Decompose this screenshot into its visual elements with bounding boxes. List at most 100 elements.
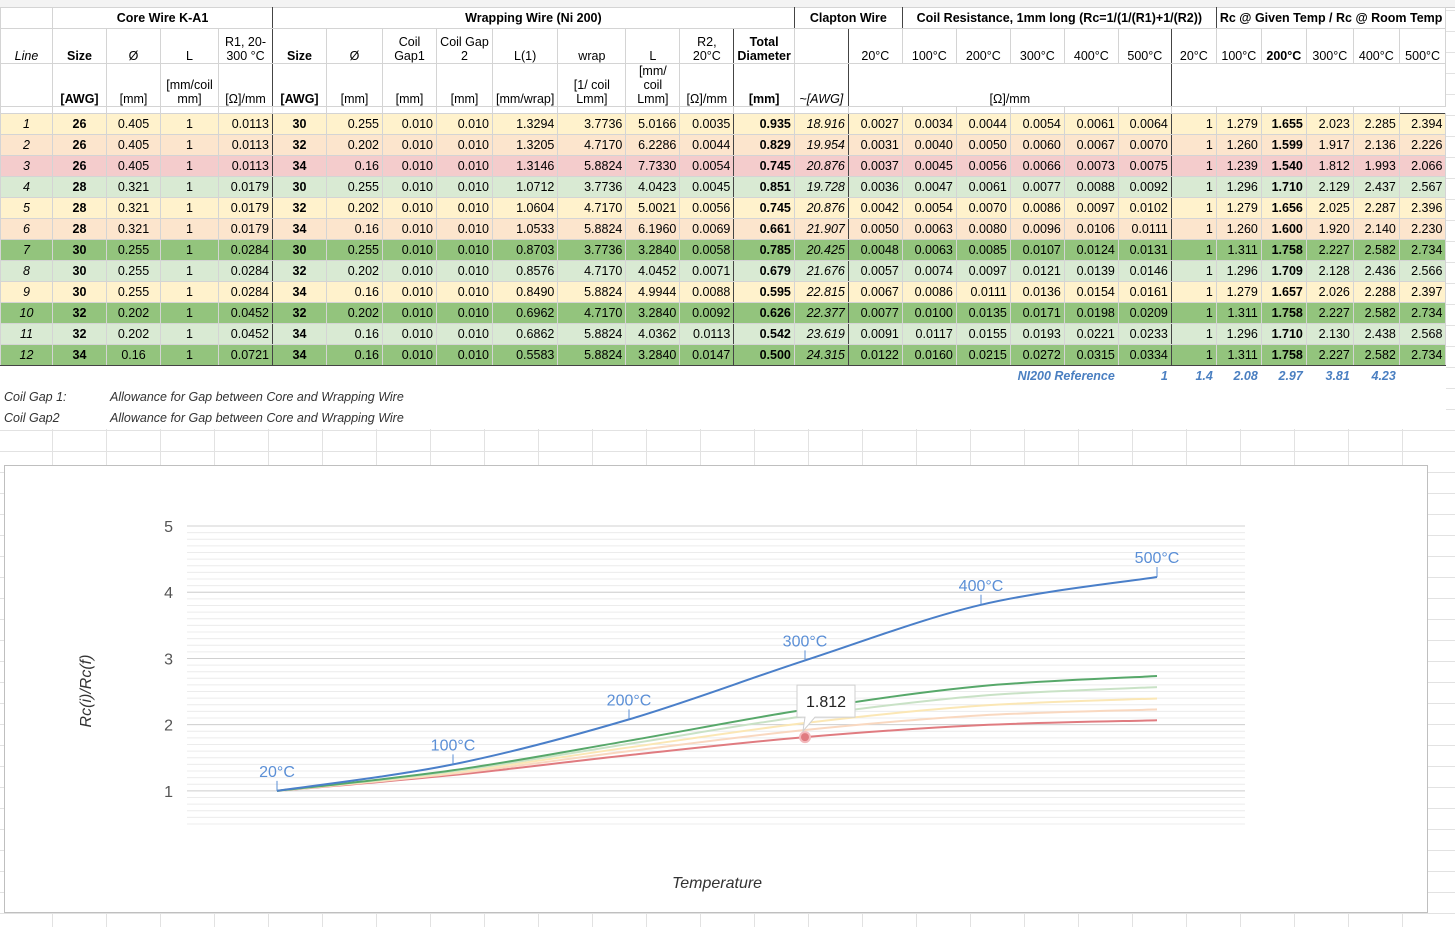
empty-cell[interactable] — [558, 366, 626, 387]
cell-resistance[interactable]: 0.0070 — [1117, 134, 1172, 156]
cell-ratio[interactable]: 2.129 — [1305, 176, 1354, 198]
cell-line[interactable]: 10 — [0, 302, 53, 324]
unit-core-l[interactable]: [mm/coil mm] — [160, 63, 219, 107]
blank-cell[interactable] — [382, 106, 437, 114]
cell-resistance[interactable]: 0.0034 — [901, 113, 957, 135]
reference-value[interactable]: 2.08 — [1233, 369, 1258, 383]
cell-wrap-dia[interactable]: 0.202 — [326, 197, 383, 219]
cell-ratio[interactable]: 1 — [1170, 323, 1217, 345]
cell-l1[interactable]: 1.3205 — [491, 134, 559, 156]
unit-r1[interactable]: [Ω]/mm — [218, 63, 273, 107]
cell-core-l[interactable]: 1 — [160, 239, 219, 261]
cell-wrap-size[interactable]: 30 — [272, 239, 327, 261]
cell-resistance[interactable]: 0.0100 — [901, 302, 957, 324]
cell-wrap[interactable]: 5.8824 — [557, 218, 627, 240]
col-ratio-temp[interactable]: 500°C — [1398, 28, 1447, 64]
cell-gap2[interactable]: 0.010 — [436, 176, 493, 198]
cell-core-dia[interactable]: 0.405 — [106, 113, 161, 135]
col-ratio-temp[interactable]: 300°C — [1305, 28, 1354, 64]
cell-wrap-l[interactable]: 3.2840 — [625, 239, 681, 261]
cell-l1[interactable]: 1.0712 — [491, 176, 559, 198]
cell-resistance[interactable]: 0.0198 — [1063, 302, 1119, 324]
cell-resistance[interactable]: 0.0091 — [847, 323, 903, 345]
cell-resistance[interactable]: 0.0044 — [955, 113, 1011, 135]
empty-cell[interactable] — [956, 408, 1010, 429]
unit-gap1[interactable]: [mm] — [382, 63, 437, 107]
cell-gap2[interactable]: 0.010 — [436, 323, 493, 345]
cell-awg-approx[interactable]: 24.315 — [793, 344, 849, 366]
cell-resistance[interactable]: 0.0054 — [901, 197, 957, 219]
cell-r2[interactable]: 0.0092 — [679, 302, 735, 324]
cell-resistance[interactable]: 0.0111 — [1117, 218, 1172, 240]
cell-wrap[interactable]: 3.7736 — [557, 113, 627, 135]
empty-cell[interactable] — [1353, 408, 1399, 429]
cell-gap1[interactable]: 0.010 — [382, 197, 437, 219]
cell-resistance[interactable]: 0.0221 — [1063, 323, 1119, 345]
cell-r1[interactable]: 0.0721 — [218, 344, 273, 366]
cell-ratio[interactable]: 2.582 — [1352, 239, 1400, 261]
cell-awg-approx[interactable]: 21.676 — [793, 260, 849, 282]
cell-wrap-size[interactable]: 30 — [272, 113, 327, 135]
cell-resistance[interactable]: 0.0107 — [1009, 239, 1065, 261]
cell-wrap[interactable]: 5.8824 — [557, 344, 627, 366]
col-r1[interactable]: R1, 20-300 °C — [218, 28, 273, 64]
cell-ratio[interactable]: 2.026 — [1305, 281, 1354, 303]
cell-resistance[interactable]: 0.0060 — [1009, 134, 1065, 156]
cell-core-l[interactable]: 1 — [160, 323, 219, 345]
cell-gap1[interactable]: 0.010 — [382, 155, 437, 177]
cell-core-size[interactable]: 26 — [52, 134, 107, 156]
blank-cell[interactable] — [793, 106, 849, 114]
empty-cell[interactable] — [794, 387, 848, 408]
cell-wrap-l[interactable]: 5.0021 — [625, 197, 681, 219]
cell-ratio[interactable]: 1 — [1170, 260, 1217, 282]
cell-ratio[interactable]: 1.599 — [1260, 134, 1307, 156]
cell-resistance[interactable]: 0.0086 — [1009, 197, 1065, 219]
highlighted-point[interactable] — [799, 731, 811, 744]
blank-cell[interactable] — [52, 106, 107, 114]
blank-cell[interactable] — [0, 106, 53, 114]
col-l1[interactable]: L(1) — [491, 28, 559, 64]
cell-ratio[interactable]: 2.566 — [1398, 260, 1447, 282]
cell-ratio[interactable]: 2.230 — [1398, 218, 1447, 240]
cell-ratio[interactable]: 2.394 — [1398, 113, 1447, 135]
empty-cell[interactable] — [794, 366, 848, 387]
cell-ratio[interactable]: 2.582 — [1352, 344, 1400, 366]
cell-ratio[interactable]: 2.025 — [1305, 197, 1354, 219]
cell-wrap-dia[interactable]: 0.16 — [326, 155, 383, 177]
unit-resistance[interactable]: [Ω]/mm — [847, 63, 1172, 107]
blank-cell[interactable] — [847, 106, 903, 114]
empty-cell[interactable] — [327, 366, 383, 387]
blank-cell[interactable] — [1305, 106, 1354, 114]
cell-wrap[interactable]: 5.8824 — [557, 323, 627, 345]
cell-resistance[interactable]: 0.0124 — [1063, 239, 1119, 261]
empty-cell[interactable] — [1118, 387, 1171, 408]
cell-resistance[interactable]: 0.0193 — [1009, 323, 1065, 345]
cell-r1[interactable]: 0.0284 — [218, 260, 273, 282]
cell-ratio[interactable]: 1.311 — [1215, 344, 1262, 366]
cell-awg-approx[interactable]: 20.425 — [793, 239, 849, 261]
cell-wrap-dia[interactable]: 0.202 — [326, 260, 383, 282]
cell-resistance[interactable]: 0.0050 — [955, 134, 1011, 156]
col-r2[interactable]: R2, 20°C — [679, 28, 735, 64]
cell-gap1[interactable]: 0.010 — [382, 113, 437, 135]
cell-ratio[interactable]: 1 — [1170, 239, 1217, 261]
cell-ratio[interactable]: 1.279 — [1215, 281, 1262, 303]
blank-cell[interactable] — [901, 106, 957, 114]
cell-ratio[interactable]: 1 — [1170, 134, 1217, 156]
cell-r1[interactable]: 0.0452 — [218, 302, 273, 324]
col-awg-empty[interactable] — [793, 28, 849, 64]
cell-ratio[interactable]: 2.128 — [1305, 260, 1354, 282]
cell-resistance[interactable]: 0.0045 — [901, 155, 957, 177]
cell-wrap[interactable]: 5.8824 — [557, 155, 627, 177]
blank-cell[interactable] — [1352, 106, 1400, 114]
col-total-diameter[interactable]: Total Diameter — [733, 28, 795, 64]
blank-cell[interactable] — [1063, 106, 1119, 114]
cell-gap2[interactable]: 0.010 — [436, 155, 493, 177]
unit-total[interactable]: [mm] — [733, 63, 795, 107]
cell-ratio[interactable]: 2.226 — [1398, 134, 1447, 156]
cell-resistance[interactable]: 0.0097 — [1063, 197, 1119, 219]
reference-value[interactable]: 3.81 — [1325, 369, 1350, 383]
cell-wrap[interactable]: 4.7170 — [557, 134, 627, 156]
header-wrapping-wire[interactable]: Wrapping Wire (Ni 200) — [272, 7, 795, 29]
note-text[interactable]: Allowance for Gap between Core and Wrapp… — [110, 411, 404, 425]
